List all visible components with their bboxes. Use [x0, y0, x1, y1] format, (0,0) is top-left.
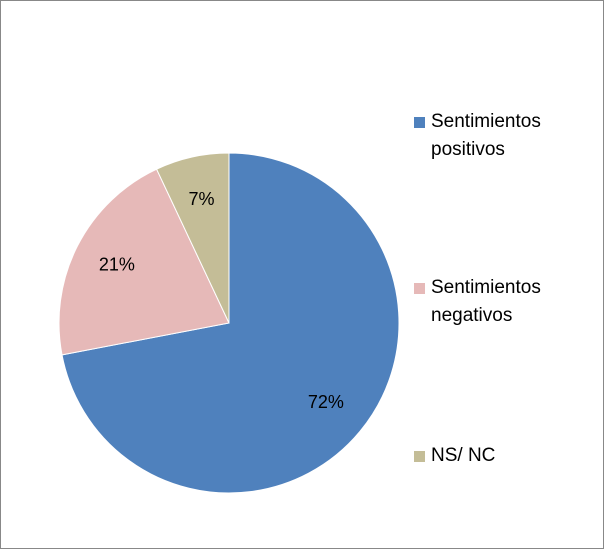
pie-slice: [61, 152, 400, 494]
legend-label: Sentimientos positivos: [431, 111, 541, 160]
pie-slice: [58, 168, 230, 356]
legend-entry: Sentimientos positivos: [414, 108, 584, 164]
data-label: 21%: [99, 255, 135, 275]
legend-swatch: [414, 117, 425, 128]
legend-swatch: [414, 283, 425, 294]
legend-entry: Sentimientos negativos: [414, 274, 584, 330]
data-label: 7%: [189, 189, 215, 209]
pie-slice: [155, 152, 230, 324]
data-label: 72%: [308, 392, 344, 412]
legend-entry: NS/ NC: [414, 442, 584, 470]
legend-swatch: [414, 451, 425, 462]
legend-label: Sentimientos negativos: [431, 277, 541, 326]
legend-label: NS/ NC: [431, 445, 496, 466]
